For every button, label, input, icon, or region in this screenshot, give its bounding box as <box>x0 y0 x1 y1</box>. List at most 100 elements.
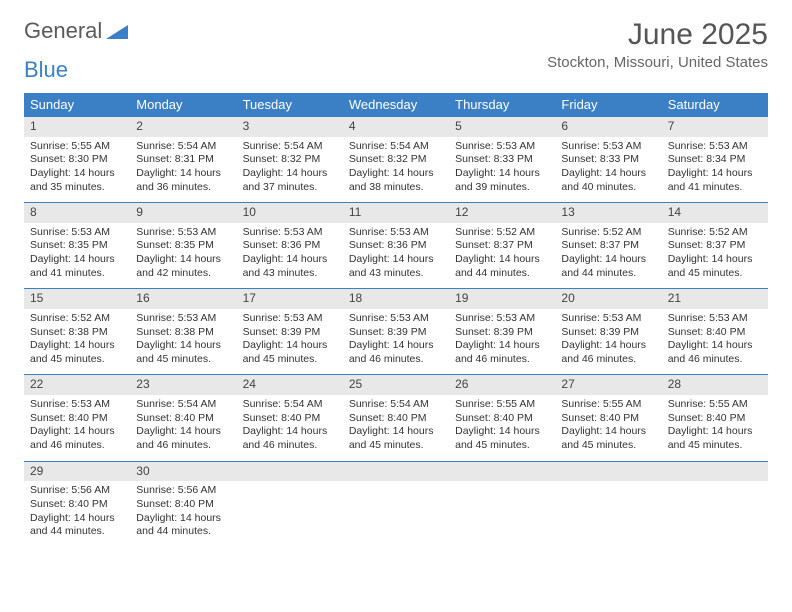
sunrise-text: Sunrise: 5:54 AM <box>136 398 230 412</box>
logo-triangle-icon <box>106 23 128 39</box>
daylight-text: and 41 minutes. <box>668 181 762 195</box>
day-number: 7 <box>662 117 768 137</box>
sunrise-text: Sunrise: 5:54 AM <box>136 140 230 154</box>
day-cell: Sunrise: 5:53 AMSunset: 8:39 PMDaylight:… <box>449 309 555 375</box>
day-cell: Sunrise: 5:52 AMSunset: 8:37 PMDaylight:… <box>449 223 555 289</box>
day-number: 16 <box>130 289 236 309</box>
daylight-text: Daylight: 14 hours <box>243 167 337 181</box>
daylight-text: and 45 minutes. <box>561 439 655 453</box>
daylight-text: Daylight: 14 hours <box>136 339 230 353</box>
day-number: 5 <box>449 117 555 137</box>
day-cell <box>237 481 343 547</box>
day-cell: Sunrise: 5:53 AMSunset: 8:33 PMDaylight:… <box>449 137 555 203</box>
sunset-text: Sunset: 8:35 PM <box>136 239 230 253</box>
day-number: 19 <box>449 289 555 309</box>
sunrise-text: Sunrise: 5:55 AM <box>668 398 762 412</box>
day-number <box>662 461 768 481</box>
sunset-text: Sunset: 8:40 PM <box>455 412 549 426</box>
day-number: 14 <box>662 203 768 223</box>
content-row: Sunrise: 5:53 AMSunset: 8:40 PMDaylight:… <box>24 395 768 461</box>
day-cell: Sunrise: 5:55 AMSunset: 8:40 PMDaylight:… <box>449 395 555 461</box>
sunrise-text: Sunrise: 5:52 AM <box>30 312 124 326</box>
day-number: 22 <box>24 375 130 395</box>
content-row: Sunrise: 5:56 AMSunset: 8:40 PMDaylight:… <box>24 481 768 547</box>
sunset-text: Sunset: 8:39 PM <box>349 326 443 340</box>
day-number: 27 <box>555 375 661 395</box>
daylight-text: Daylight: 14 hours <box>561 253 655 267</box>
day-number: 18 <box>343 289 449 309</box>
sunrise-text: Sunrise: 5:54 AM <box>349 140 443 154</box>
sunset-text: Sunset: 8:39 PM <box>455 326 549 340</box>
daylight-text: Daylight: 14 hours <box>349 339 443 353</box>
day-number: 20 <box>555 289 661 309</box>
day-number: 17 <box>237 289 343 309</box>
day-number: 2 <box>130 117 236 137</box>
daynum-row: 891011121314 <box>24 203 768 223</box>
day-cell: Sunrise: 5:53 AMSunset: 8:40 PMDaylight:… <box>24 395 130 461</box>
sunrise-text: Sunrise: 5:53 AM <box>561 140 655 154</box>
day-cell <box>555 481 661 547</box>
day-number: 23 <box>130 375 236 395</box>
day-cell: Sunrise: 5:55 AMSunset: 8:30 PMDaylight:… <box>24 137 130 203</box>
day-cell: Sunrise: 5:53 AMSunset: 8:40 PMDaylight:… <box>662 309 768 375</box>
daylight-text: Daylight: 14 hours <box>30 512 124 526</box>
sunset-text: Sunset: 8:31 PM <box>136 153 230 167</box>
sunset-text: Sunset: 8:40 PM <box>136 498 230 512</box>
daylight-text: and 46 minutes. <box>136 439 230 453</box>
daylight-text: Daylight: 14 hours <box>561 339 655 353</box>
sunset-text: Sunset: 8:40 PM <box>668 326 762 340</box>
brand-logo: General <box>24 18 130 44</box>
sunrise-text: Sunrise: 5:55 AM <box>455 398 549 412</box>
day-cell: Sunrise: 5:54 AMSunset: 8:40 PMDaylight:… <box>343 395 449 461</box>
daylight-text: Daylight: 14 hours <box>136 167 230 181</box>
day-cell: Sunrise: 5:53 AMSunset: 8:39 PMDaylight:… <box>343 309 449 375</box>
sunrise-text: Sunrise: 5:53 AM <box>136 312 230 326</box>
daylight-text: and 44 minutes. <box>136 525 230 539</box>
daylight-text: Daylight: 14 hours <box>455 339 549 353</box>
sunrise-text: Sunrise: 5:53 AM <box>243 226 337 240</box>
sunrise-text: Sunrise: 5:54 AM <box>349 398 443 412</box>
sunset-text: Sunset: 8:40 PM <box>30 498 124 512</box>
daylight-text: and 45 minutes. <box>243 353 337 367</box>
day-number: 8 <box>24 203 130 223</box>
day-cell: Sunrise: 5:54 AMSunset: 8:40 PMDaylight:… <box>130 395 236 461</box>
daylight-text: and 41 minutes. <box>30 267 124 281</box>
sunrise-text: Sunrise: 5:52 AM <box>455 226 549 240</box>
sunset-text: Sunset: 8:33 PM <box>455 153 549 167</box>
sunrise-text: Sunrise: 5:55 AM <box>30 140 124 154</box>
day-cell: Sunrise: 5:53 AMSunset: 8:34 PMDaylight:… <box>662 137 768 203</box>
daylight-text: Daylight: 14 hours <box>455 425 549 439</box>
col-thursday: Thursday <box>449 93 555 117</box>
location-text: Stockton, Missouri, United States <box>547 54 768 71</box>
sunset-text: Sunset: 8:40 PM <box>30 412 124 426</box>
calendar-page: General June 2025 Stockton, Missouri, Un… <box>0 0 792 565</box>
day-cell: Sunrise: 5:53 AMSunset: 8:33 PMDaylight:… <box>555 137 661 203</box>
daylight-text: and 45 minutes. <box>349 439 443 453</box>
day-number: 25 <box>343 375 449 395</box>
daylight-text: Daylight: 14 hours <box>30 167 124 181</box>
daylight-text: and 38 minutes. <box>349 181 443 195</box>
day-number: 28 <box>662 375 768 395</box>
sunrise-text: Sunrise: 5:54 AM <box>243 398 337 412</box>
day-cell: Sunrise: 5:54 AMSunset: 8:32 PMDaylight:… <box>237 137 343 203</box>
sunset-text: Sunset: 8:40 PM <box>561 412 655 426</box>
sunrise-text: Sunrise: 5:53 AM <box>136 226 230 240</box>
daylight-text: and 37 minutes. <box>243 181 337 195</box>
col-saturday: Saturday <box>662 93 768 117</box>
weekday-header-row: Sunday Monday Tuesday Wednesday Thursday… <box>24 93 768 117</box>
sunrise-text: Sunrise: 5:53 AM <box>455 312 549 326</box>
daylight-text: and 45 minutes. <box>668 439 762 453</box>
daylight-text: and 44 minutes. <box>30 525 124 539</box>
daylight-text: and 46 minutes. <box>561 353 655 367</box>
sunrise-text: Sunrise: 5:53 AM <box>349 312 443 326</box>
sunset-text: Sunset: 8:39 PM <box>561 326 655 340</box>
daylight-text: and 44 minutes. <box>455 267 549 281</box>
brand-word1: General <box>24 18 102 44</box>
day-cell: Sunrise: 5:52 AMSunset: 8:38 PMDaylight:… <box>24 309 130 375</box>
daylight-text: Daylight: 14 hours <box>668 253 762 267</box>
daylight-text: and 36 minutes. <box>136 181 230 195</box>
day-cell: Sunrise: 5:52 AMSunset: 8:37 PMDaylight:… <box>662 223 768 289</box>
day-cell <box>662 481 768 547</box>
daylight-text: and 46 minutes. <box>243 439 337 453</box>
col-wednesday: Wednesday <box>343 93 449 117</box>
